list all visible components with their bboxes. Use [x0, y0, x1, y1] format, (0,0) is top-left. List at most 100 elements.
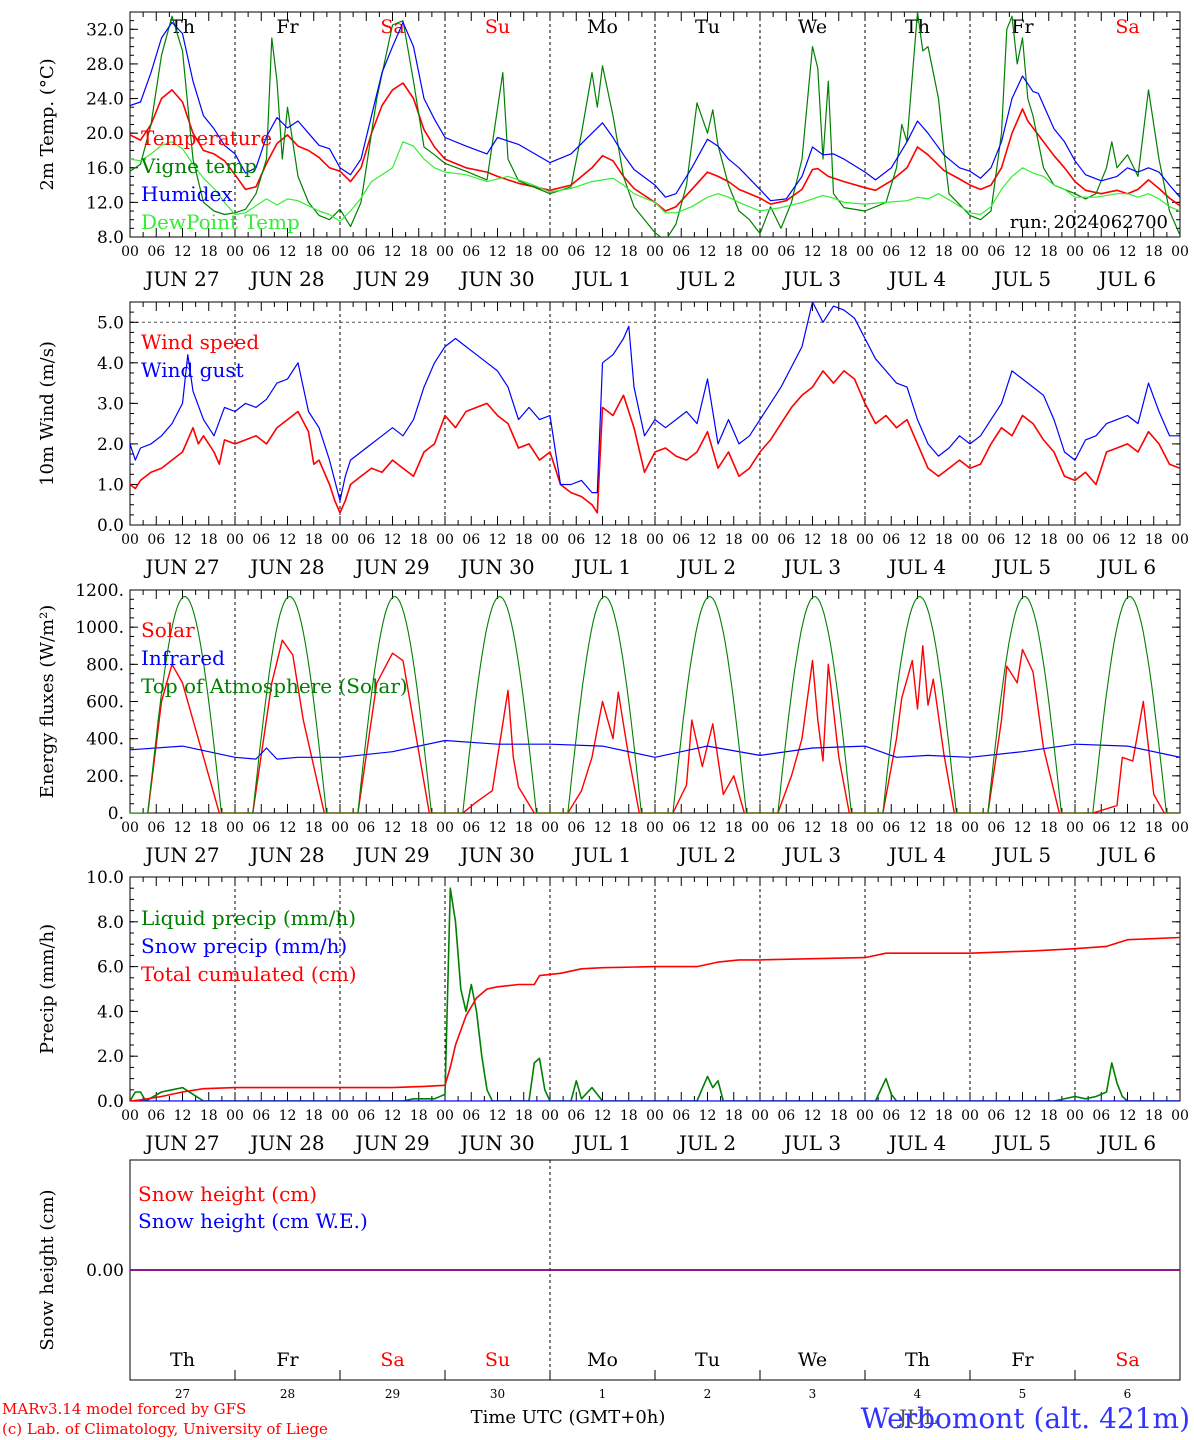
x-date-label: JUL 3 [782, 1131, 841, 1155]
x-hour-label: 06 [357, 1108, 375, 1124]
day-number-label: 30 [490, 1387, 505, 1401]
x-hour-label: 00 [331, 1108, 349, 1124]
x-hour-label: 18 [515, 820, 533, 836]
series-top-of-atmosphere-solar [130, 596, 1180, 813]
y-axis-title: Snow height (cm) [37, 1189, 58, 1350]
x-hour-label: 12 [384, 532, 402, 548]
x-hour-label: 06 [147, 532, 165, 548]
x-hour-label: 18 [830, 1108, 848, 1124]
x-date-label: JUN 30 [458, 267, 534, 291]
x-hour-label: 06 [987, 820, 1005, 836]
x-hour-label: 06 [882, 1108, 900, 1124]
weekday-label: Th [905, 16, 930, 38]
weekday-label: Sa [380, 1349, 404, 1371]
x-hour-label: 12 [489, 244, 507, 260]
x-hour-label: 06 [672, 820, 690, 836]
x-date-label: JUN 28 [248, 1131, 324, 1155]
x-hour-label: 18 [725, 1108, 743, 1124]
legend-series-solar: Solar [141, 618, 195, 642]
x-hour-label: 00 [646, 820, 664, 836]
x-date-label: JUN 30 [458, 555, 534, 579]
x-hour-label: 00 [751, 820, 769, 836]
y-tick-label: 600. [86, 693, 124, 713]
x-hour-label: 12 [699, 532, 717, 548]
x-hour-label: 18 [725, 820, 743, 836]
x-hour-label: 12 [1014, 532, 1032, 548]
x-date-label: JUL 6 [1097, 267, 1156, 291]
x-date-label: JUN 29 [353, 267, 429, 291]
x-hour-label: 18 [1040, 1108, 1058, 1124]
y-tick-label: 5.0 [97, 313, 124, 333]
x-hour-label: 06 [1092, 1108, 1110, 1124]
weekday-label: Su [485, 1349, 510, 1371]
x-hour-label: 00 [751, 1108, 769, 1124]
x-hour-label: 12 [174, 532, 192, 548]
x-hour-label: 00 [646, 532, 664, 548]
x-hour-label: 06 [882, 244, 900, 260]
x-hour-label: 00 [751, 244, 769, 260]
x-hour-label: 18 [1040, 244, 1058, 260]
weekday-label: Fr [1011, 16, 1034, 38]
x-date-label: JUL 5 [992, 843, 1051, 867]
x-hour-label: 00 [541, 820, 559, 836]
series-total-cumulated-cm [130, 936, 1180, 1101]
x-hour-label: 06 [357, 244, 375, 260]
x-date-label: JUL 1 [572, 267, 631, 291]
x-hour-label: 18 [1145, 820, 1163, 836]
x-hour-label: 18 [620, 1108, 638, 1124]
x-hour-label: 06 [672, 244, 690, 260]
x-hour-label: 00 [1171, 532, 1189, 548]
y-axis-title: 10m Wind (m/s) [37, 341, 58, 486]
x-hour-label: 18 [725, 244, 743, 260]
x-hour-label: 12 [804, 244, 822, 260]
x-hour-label: 12 [699, 820, 717, 836]
x-hour-label: 18 [200, 1108, 218, 1124]
x-date-label: JUN 30 [458, 1131, 534, 1155]
series-liquid-precip-mm-h [130, 887, 1180, 1101]
x-hour-label: 06 [987, 244, 1005, 260]
x-hour-label: 18 [410, 820, 428, 836]
footer-model-credit: MARv3.14 model forced by GFS [2, 1400, 246, 1418]
x-hour-label: 12 [1014, 820, 1032, 836]
y-tick-label: 20.0 [86, 124, 124, 144]
x-hour-label: 06 [147, 244, 165, 260]
x-hour-label: 06 [1092, 820, 1110, 836]
y-tick-label: 8.0 [97, 913, 124, 933]
x-hour-label: 06 [1092, 244, 1110, 260]
weekday-label: Tu [695, 16, 720, 38]
legend-series-dewpoint-temp: DewPoint Temp [141, 210, 300, 234]
day-number-label: 2 [704, 1387, 712, 1401]
series-group [130, 887, 1180, 1101]
x-hour-label: 12 [909, 1108, 927, 1124]
y-tick-label: 10.0 [86, 868, 124, 888]
x-hour-label: 06 [252, 1108, 270, 1124]
x-hour-label: 18 [1145, 244, 1163, 260]
x-hour-label: 12 [1014, 1108, 1032, 1124]
y-tick-label: 200. [86, 767, 124, 787]
run-label: run: 2024062700 [1010, 212, 1168, 233]
x-hour-label: 12 [594, 532, 612, 548]
weekday-label: Sa [1115, 1349, 1139, 1371]
weekday-label: We [798, 1349, 827, 1371]
x-hour-label: 06 [882, 532, 900, 548]
x-hour-label: 06 [1092, 532, 1110, 548]
x-date-label: JUL 4 [887, 843, 946, 867]
plot-frame [129, 301, 1181, 526]
series-vigne-temp [130, 12, 1180, 237]
x-hour-label: 18 [305, 244, 323, 260]
x-date-label: JUN 29 [353, 1131, 429, 1155]
y-tick-label: 12.0 [86, 193, 124, 213]
y-tick-label: 24.0 [86, 90, 124, 110]
day-number-label: 4 [914, 1387, 922, 1401]
x-date-label: JUN 27 [143, 1131, 219, 1155]
x-hour-label: 00 [856, 820, 874, 836]
x-hour-label: 00 [541, 1108, 559, 1124]
series-wind-gust [130, 302, 1180, 502]
x-date-label: JUL 5 [992, 1131, 1051, 1155]
y-tick-label: 0. [108, 804, 124, 824]
x-hour-label: 00 [331, 820, 349, 836]
x-hour-label: 12 [1014, 244, 1032, 260]
y-axis-title: 2m Temp. (°C) [37, 58, 58, 190]
x-hour-label: 18 [200, 532, 218, 548]
y-tick-label: 8.0 [97, 228, 124, 248]
